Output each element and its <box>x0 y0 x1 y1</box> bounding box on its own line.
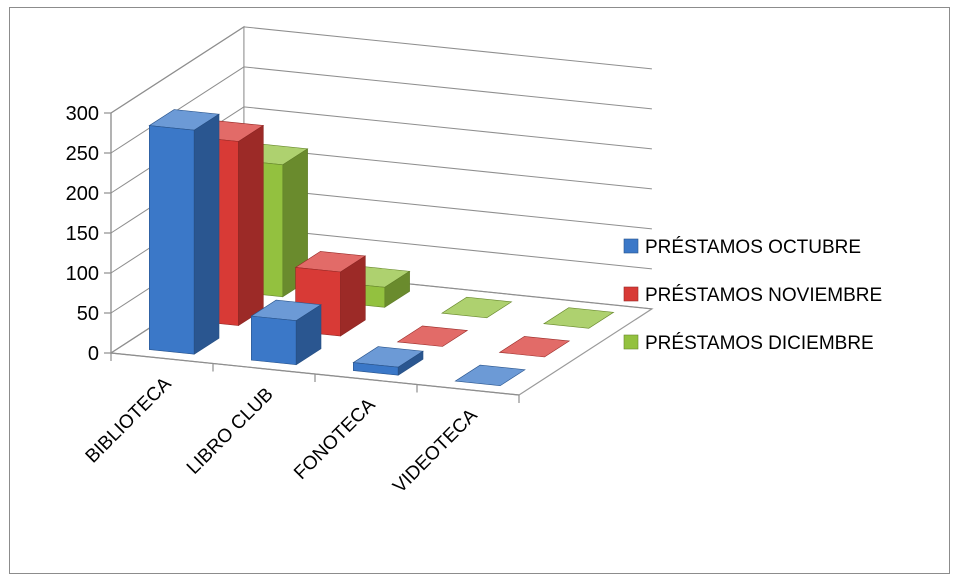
gridline <box>110 26 652 114</box>
legend-swatch <box>623 238 639 254</box>
bars <box>148 109 615 387</box>
y-tick-label: 0 <box>88 343 99 365</box>
legend: PRÉSTAMOS OCTUBRE PRÉSTAMOS NOVIEMBRE PRÉS… <box>623 237 882 354</box>
bar <box>294 251 367 337</box>
bar <box>250 299 322 366</box>
category-label: LIBRO CLUB <box>183 384 278 479</box>
bar <box>148 109 220 355</box>
bar <box>543 307 615 329</box>
category-label: VIDEOTECA <box>389 405 482 498</box>
chart-area: 0 50 100 150 200 250 300 BIBLIOTECA LIBRO CLUB F… <box>9 7 950 574</box>
y-tick-label: 300 <box>66 103 99 125</box>
legend-label: PRÉSTAMOS DICIEMBRE <box>645 333 874 354</box>
y-tick-label: 200 <box>66 183 99 205</box>
y-tick-label: 100 <box>66 263 99 285</box>
category-label: BIBLIOTECA <box>82 373 176 467</box>
legend-swatch <box>623 334 639 350</box>
chart-svg: 0 50 100 150 200 250 300 BIBLIOTECA LIBRO CLUB F… <box>66 25 882 497</box>
y-axis-ticks: 0 50 100 150 200 250 300 <box>66 103 111 365</box>
legend-label: PRÉSTAMOS NOVIEMBRE <box>645 285 882 306</box>
bar <box>441 296 513 319</box>
category-label: FONOTECA <box>290 394 380 484</box>
bar <box>396 325 469 347</box>
bar <box>352 346 424 376</box>
legend-label: PRÉSTAMOS OCTUBRE <box>645 237 861 258</box>
category-labels: BIBLIOTECA LIBRO CLUB FONOTECA VIDEOTECA <box>82 373 482 497</box>
bar <box>454 364 526 387</box>
y-tick-label: 250 <box>66 143 99 165</box>
legend-item: PRÉSTAMOS NOVIEMBRE <box>623 285 882 306</box>
legend-item: PRÉSTAMOS DICIEMBRE <box>623 333 874 354</box>
legend-swatch <box>623 286 639 302</box>
y-tick-label: 50 <box>77 303 99 325</box>
legend-item: PRÉSTAMOS OCTUBRE <box>623 237 861 258</box>
bar <box>498 336 571 358</box>
y-tick-label: 150 <box>66 223 99 245</box>
